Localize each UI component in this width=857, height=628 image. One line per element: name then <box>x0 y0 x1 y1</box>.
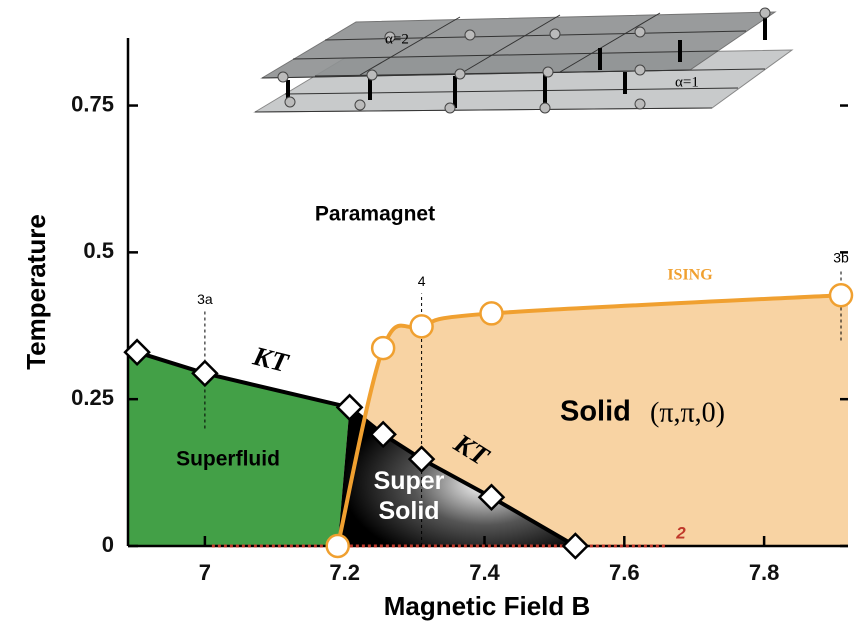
region-label: Super Solid <box>373 467 445 525</box>
x-tick-label: 7.4 <box>469 560 500 585</box>
x-tick-label: 7.6 <box>609 560 640 585</box>
data-point <box>191 359 219 388</box>
inset-label: α=2 <box>385 31 409 47</box>
data-point <box>409 314 434 339</box>
y-tick-label: 0.5 <box>83 238 114 263</box>
region-fill <box>337 295 848 546</box>
x-tick-label: 7.2 <box>329 560 360 585</box>
data-point <box>123 338 151 366</box>
data-point <box>325 533 350 559</box>
annotation-label: 3b <box>833 250 849 266</box>
data-point <box>335 393 364 422</box>
data-point <box>369 420 397 449</box>
lattice-inset: α=2 α=1 <box>253 7 794 114</box>
region-fill <box>337 407 576 546</box>
data-point <box>477 483 506 512</box>
region-symmetry: (π,π,0) <box>650 397 725 428</box>
y-axis-title: Temperature <box>21 214 51 370</box>
transition-label: 2 <box>675 523 686 542</box>
data-point <box>370 335 396 361</box>
inset-label: α=1 <box>675 74 699 90</box>
annotation-label: 4 <box>418 273 426 289</box>
region-label: Solid <box>560 396 631 428</box>
x-tick-label: 7.8 <box>749 560 780 585</box>
region-label: Paramagnet <box>315 203 435 226</box>
y-tick-label: 0.25 <box>71 385 114 410</box>
series-label: KT <box>249 340 292 378</box>
data-point <box>828 282 854 308</box>
y-tick-label: 0 <box>102 532 114 557</box>
data-point <box>407 445 436 473</box>
region-fill <box>128 352 350 546</box>
data-point <box>561 532 590 560</box>
lattice-sites <box>277 7 771 114</box>
lattice-grid <box>254 12 766 113</box>
x-tick-label: 7 <box>199 560 211 585</box>
lattice-bonds <box>286 15 767 108</box>
data-point <box>479 301 504 326</box>
region-label: Superfluid <box>176 448 280 471</box>
annotation-label: 3a <box>197 291 213 307</box>
x-axis-title: Magnetic Field B <box>384 591 591 621</box>
series-label: ISING <box>667 267 713 284</box>
y-tick-label: 0.75 <box>71 91 114 116</box>
